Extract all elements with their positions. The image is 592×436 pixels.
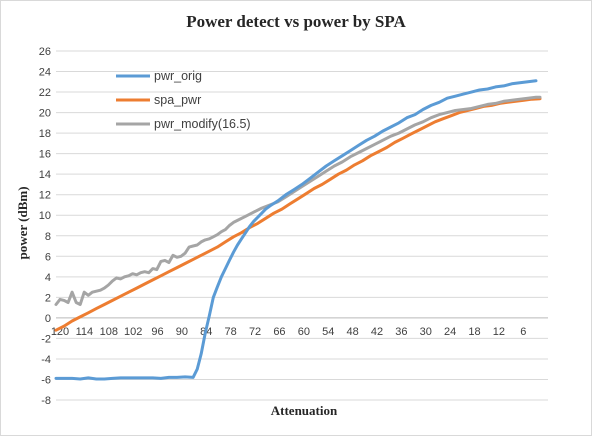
- x-tick-label: 108: [100, 326, 118, 338]
- x-tick-label: 78: [225, 326, 237, 338]
- y-tick-label: 14: [39, 169, 51, 181]
- series-lines: [54, 79, 542, 381]
- y-tick-label: 10: [39, 210, 51, 222]
- y-tick-label: 6: [45, 251, 51, 263]
- x-tick-label: 60: [298, 326, 310, 338]
- y-tick-label: 0: [45, 313, 51, 325]
- x-tick-label: 66: [273, 326, 285, 338]
- y-tick-label: 8: [45, 231, 51, 243]
- series-line-pwr-modify-16-5-: [54, 95, 542, 306]
- x-tick-label: 18: [468, 326, 480, 338]
- chart-title: Power detect vs power by SPA: [186, 12, 406, 31]
- y-axis-title: power (dBm): [15, 186, 30, 259]
- x-tick-label: 96: [151, 326, 163, 338]
- y-tick-label: 18: [39, 128, 51, 140]
- legend-label: spa_pwr: [154, 93, 201, 107]
- y-tick-label: 16: [39, 149, 51, 161]
- x-tick-label: 30: [420, 326, 432, 338]
- x-tick-label: 12: [493, 326, 505, 338]
- y-tick-label: -4: [41, 354, 51, 366]
- y-tick-label: 4: [45, 272, 51, 284]
- x-tick-label: 54: [322, 326, 334, 338]
- x-tick-label: 72: [249, 326, 261, 338]
- x-tick-label: 42: [371, 326, 383, 338]
- y-tick-label: -8: [41, 395, 51, 407]
- x-tick-label: 36: [395, 326, 407, 338]
- y-tick-label: 26: [39, 46, 51, 58]
- x-tick-label: 6: [520, 326, 526, 338]
- y-tick-label: 12: [39, 190, 51, 202]
- legend-label: pwr_orig: [154, 69, 202, 83]
- x-axis-title: Attenuation: [271, 403, 338, 418]
- x-tick-label: 48: [346, 326, 358, 338]
- series-line-spa-pwr: [54, 97, 542, 332]
- legend: pwr_orig spa_pwr pwr_modify(16.5): [116, 69, 251, 131]
- y-tick-label: 2: [45, 292, 51, 304]
- legend-label: pwr_modify(16.5): [154, 117, 251, 131]
- y-tick-label: 20: [39, 108, 51, 120]
- x-tick-label: 102: [124, 326, 142, 338]
- y-tick-label: -6: [41, 374, 51, 386]
- x-tick-label: 24: [444, 326, 456, 338]
- x-axis-tick-labels: 120 114 108 102 96 90 84 78 72 66 60 54 48 42 36 30 24 18…: [51, 326, 527, 338]
- x-tick-label: 90: [176, 326, 188, 338]
- y-tick-label: 22: [39, 87, 51, 99]
- series-line-pwr-orig: [54, 79, 538, 381]
- y-tick-label: 24: [39, 67, 51, 79]
- y-tick-label: -2: [41, 333, 51, 345]
- x-tick-label: 114: [76, 326, 94, 338]
- gridlines: [56, 50, 548, 401]
